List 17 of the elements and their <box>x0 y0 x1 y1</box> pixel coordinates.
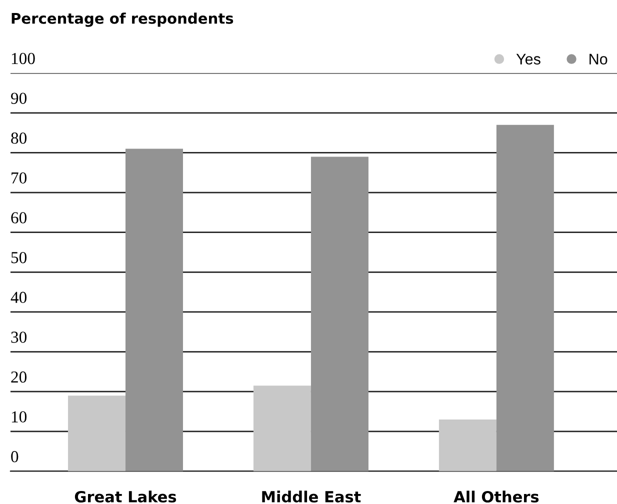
y-tick-label: 90 <box>11 92 27 104</box>
y-tick-label: 0 <box>11 451 18 462</box>
y-tick-label: 50 <box>11 252 27 264</box>
x-tick-label: All Others <box>454 490 539 503</box>
y-tick-label: 10 <box>12 411 27 422</box>
y-tick-label: 70 <box>12 172 27 184</box>
y-tick-label: 100 <box>12 52 35 64</box>
y-tick-label: 80 <box>11 132 27 144</box>
legend-label: Yes <box>516 54 540 65</box>
y-tick-label: 60 <box>11 212 27 224</box>
y-tick-label: 40 <box>10 292 27 304</box>
x-tick-label: Great Lakes <box>74 490 176 503</box>
x-tick-label: Middle East <box>262 490 361 503</box>
y-tick-label: 30 <box>11 332 27 343</box>
legend-label: No <box>590 54 608 65</box>
chart-title: Percentage of respondents <box>12 12 234 27</box>
y-tick-label: 20 <box>11 371 27 383</box>
